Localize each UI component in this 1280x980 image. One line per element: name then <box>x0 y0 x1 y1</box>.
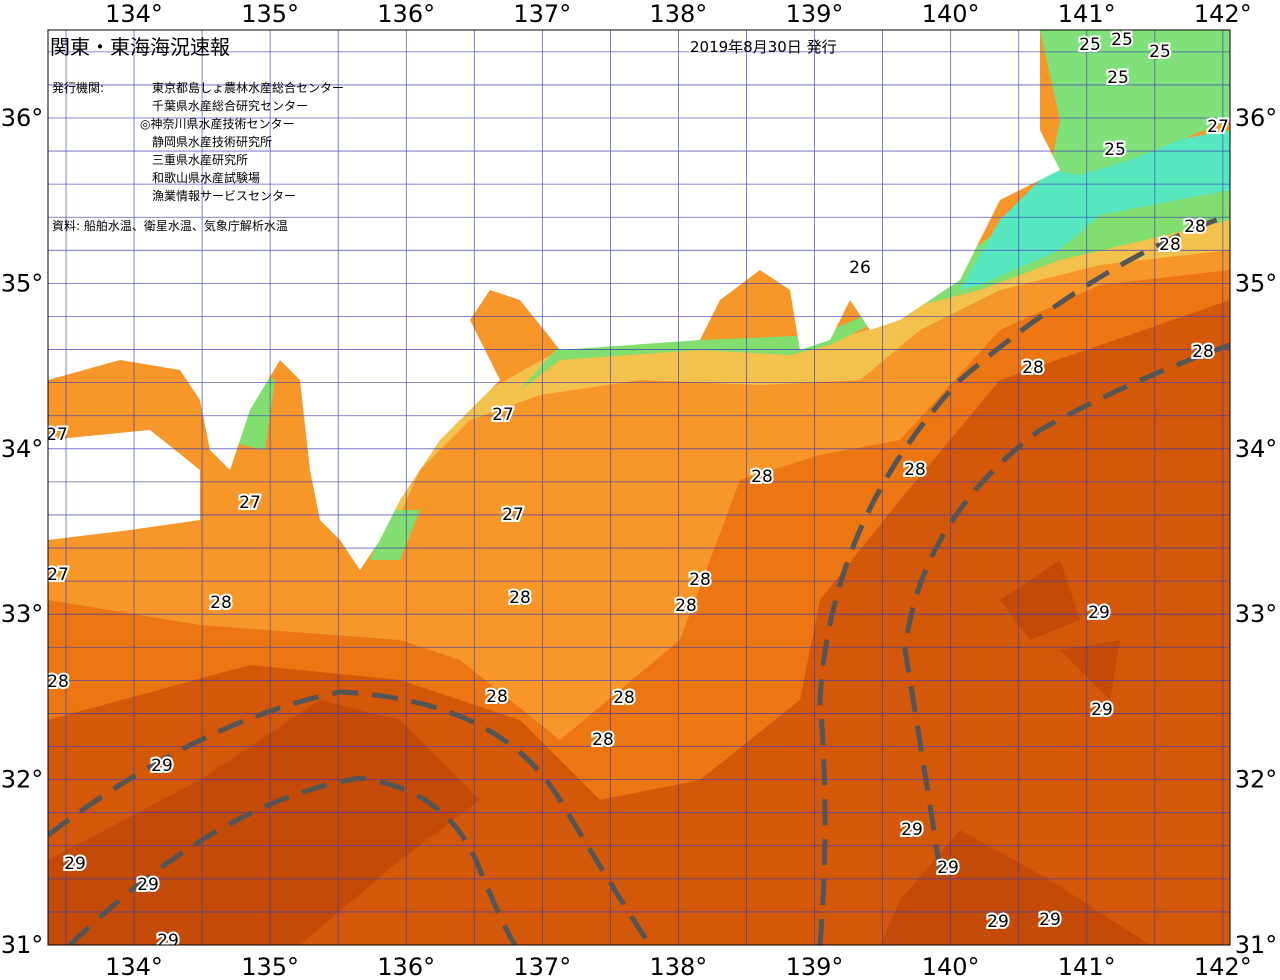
lon-label: 135° <box>241 953 299 980</box>
lat-label: 36° <box>1 104 44 132</box>
isotherm-label: 29 <box>987 912 1009 932</box>
dashed-line <box>68 775 518 945</box>
lon-label: 134° <box>105 0 163 28</box>
lon-label: 142° <box>1194 953 1252 980</box>
isotherm-label: 25 <box>1079 35 1101 55</box>
isotherm-label: 27 <box>239 493 261 513</box>
isotherm-label: 28 <box>1184 217 1206 237</box>
lat-label: 34° <box>1235 435 1278 463</box>
isotherm-label: 28 <box>210 593 232 613</box>
isotherm-label: 28 <box>751 467 773 487</box>
isotherm-label: 25 <box>1104 140 1126 160</box>
isotherm-label: 29 <box>137 875 159 895</box>
isotherm-label: 28 <box>613 688 635 708</box>
lon-label: 134° <box>105 953 163 980</box>
isotherm-label: 28 <box>509 588 531 608</box>
lon-label: 136° <box>377 0 435 28</box>
lon-label: 142° <box>1194 0 1252 28</box>
isotherm-label: 29 <box>1091 700 1113 720</box>
lon-label: 139° <box>786 0 844 28</box>
lon-label: 139° <box>786 953 844 980</box>
isotherm-label: 27 <box>492 405 514 425</box>
isotherm-label: 29 <box>64 854 86 874</box>
issuer: 和歌山県水産試験場 <box>152 170 260 185</box>
isotherm-label: 28 <box>592 730 614 750</box>
issuer: 漁業情報サービスセンター <box>152 189 296 203</box>
issuer: 東京都島しょ農林水産総合センター <box>152 80 344 95</box>
isotherm-label: 25 <box>1107 68 1129 88</box>
sea-north-zone <box>1040 30 1230 175</box>
isotherm-label: 27 <box>502 505 524 525</box>
lon-label: 137° <box>513 953 571 980</box>
issuer: ◎神奈川県水産技術センター <box>140 116 294 131</box>
lon-label: 137° <box>513 0 571 28</box>
title: 関東・東海海況速報 <box>50 35 230 59</box>
lon-label: 135° <box>241 0 299 28</box>
lon-label: 141° <box>1058 0 1116 28</box>
isotherm-label: 28 <box>47 672 69 692</box>
issuer: 静岡県水産技術研究所 <box>152 134 272 149</box>
lat-label: 35° <box>1 269 44 297</box>
lon-label: 141° <box>1058 953 1116 980</box>
lon-label: 136° <box>377 953 435 980</box>
kuroshio-lines <box>48 212 1230 945</box>
lon-label: 138° <box>649 953 707 980</box>
issue-date: 2019年8月30日 発行 <box>690 38 837 56</box>
map-frame <box>47 29 1231 946</box>
isotherm-label: 29 <box>1088 603 1110 623</box>
isotherm-label: 29 <box>151 756 173 776</box>
isotherm-label: 28 <box>675 596 697 616</box>
lat-label: 32° <box>1 766 44 794</box>
isotherm-label: 26 <box>849 258 871 278</box>
lat-label: 33° <box>1235 600 1278 628</box>
lon-label: 140° <box>922 953 980 980</box>
lon-label: 140° <box>922 0 980 28</box>
sea-cold-zone <box>220 150 1230 560</box>
lon-label: 138° <box>649 0 707 28</box>
isotherm-label: 29 <box>937 858 959 878</box>
lat-label: 31° <box>1235 931 1278 959</box>
isotherm-label: 27 <box>47 565 69 585</box>
isotherm-label: 28 <box>689 570 711 590</box>
source: 資料: 船舶水温、衛星水温、気象庁解析水温 <box>52 218 288 233</box>
sea-hottest-patch <box>48 560 1150 945</box>
isotherm-label: 28 <box>1192 342 1214 362</box>
lat-label: 33° <box>1 600 44 628</box>
lat-label: 31° <box>1 931 44 959</box>
isotherm-label: 28 <box>904 460 926 480</box>
lat-label: 36° <box>1235 104 1278 132</box>
isotherm-label: 29 <box>157 931 179 951</box>
isotherm-label: 28 <box>1159 235 1181 255</box>
isotherm-label: 27 <box>1207 117 1229 137</box>
dashed-line <box>902 342 1230 871</box>
isotherm-label: 29 <box>901 820 923 840</box>
issuer: 千葉県水産総合研究センター <box>152 98 308 113</box>
lat-label: 35° <box>1235 269 1278 297</box>
lat-label: 34° <box>1 435 44 463</box>
issuer-label: 発行機関: <box>52 80 104 95</box>
isotherm-label: 28 <box>1022 358 1044 378</box>
isotherm-label: 25 <box>1149 42 1171 62</box>
isotherm-label: 27 <box>46 425 68 445</box>
lat-label: 32° <box>1235 766 1278 794</box>
isotherm-label: 25 <box>1111 30 1133 50</box>
issuer: 三重県水産研究所 <box>152 152 248 167</box>
graticule <box>48 30 1230 945</box>
isotherm-label: 28 <box>486 687 508 707</box>
land <box>48 30 1060 570</box>
dashed-line <box>817 212 1230 945</box>
isotherm-label: 29 <box>1039 910 1061 930</box>
